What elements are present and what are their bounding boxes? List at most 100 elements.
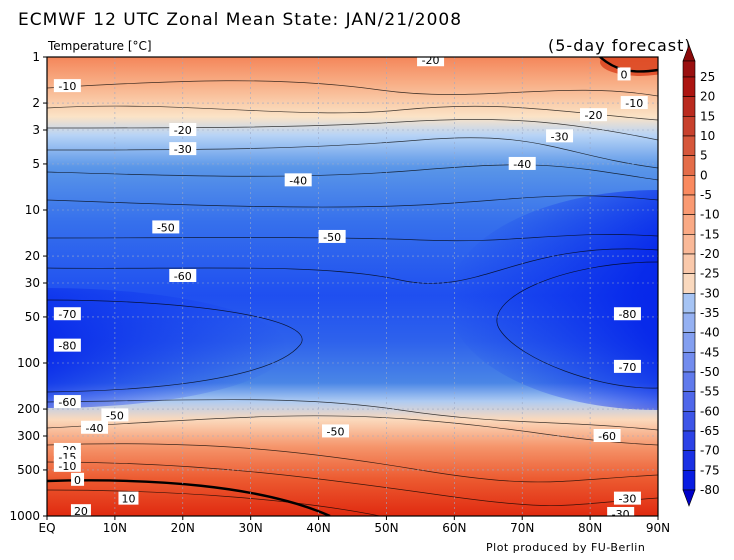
contour-label: 20 [74, 505, 88, 518]
contour-label-bg [53, 395, 81, 409]
contour-label: -40 [513, 158, 531, 171]
colorbar-cell [682, 194, 696, 215]
colorbar-cell [682, 116, 696, 137]
contour-label-bg [169, 142, 197, 156]
colorbar-label: -75 [700, 463, 720, 477]
colorbar-label: 0 [700, 168, 708, 182]
colorbar-top-cell [682, 60, 696, 78]
contour-label-bg [318, 229, 346, 243]
plot-field: -10-200-10-20-30-20-30-40-40-50-50-60-70… [47, 57, 658, 518]
contour-label: -10 [58, 80, 76, 93]
x-tick-label: 10N [103, 521, 127, 535]
colorbar-label: -70 [700, 444, 720, 458]
colorbar-label: 25 [700, 70, 715, 84]
colorbar-cell [682, 411, 696, 432]
colorbar: 25 20 15 10 5 0 -5 -10 -15 -20 -25 -30 -35 -40 -45 -50 -… [682, 44, 720, 507]
contour-label: 0 [74, 474, 81, 487]
contour-label-bg [617, 67, 631, 81]
colorbar-cell [682, 332, 696, 353]
variable-label: Temperature [°C] [47, 39, 152, 53]
colorbar-label: 15 [700, 109, 715, 123]
contour-lines [47, 80, 658, 516]
colorbar-label: -55 [700, 385, 720, 399]
colorbar-cell [682, 293, 696, 314]
contour-label: -50 [157, 221, 175, 234]
colorbar-label: -30 [700, 286, 720, 300]
contour-labels: -10-200-10-20-30-20-30-40-40-50-50-60-70… [53, 57, 648, 518]
y-tick-label: 100 [17, 356, 40, 370]
contour-label: -10 [58, 460, 76, 473]
contour-label: -50 [323, 231, 341, 244]
contour-label-bg [169, 122, 197, 136]
contour-label: -80 [58, 340, 76, 353]
contour-label: -70 [618, 361, 636, 374]
y-tick-label: 200 [17, 402, 40, 416]
y-axis-ticks: 1 2 3 5 10 20 30 50 100 200 300 500 1000 [9, 50, 47, 523]
colorbar-label: -40 [700, 326, 720, 340]
contour-label-bg [613, 359, 641, 373]
colorbar-label: 20 [700, 90, 715, 104]
y-tick-label: 20 [25, 249, 40, 263]
y-tick-label: 2 [32, 96, 40, 110]
contour-label: -70 [58, 308, 76, 321]
y-tick-label: 1 [32, 50, 40, 64]
contour-label-bg [322, 424, 350, 438]
colorbar-cell [682, 214, 696, 235]
contour-label-bg [152, 220, 180, 234]
contour-label: 10 [121, 493, 135, 506]
contour-label: -30 [174, 143, 192, 156]
colorbar-label: -15 [700, 227, 720, 241]
contour-label-bg [417, 57, 445, 67]
contour-label: -20 [174, 124, 192, 137]
colorbar-cell [682, 371, 696, 392]
colorbar-cell [682, 391, 696, 412]
contour-label: -80 [618, 308, 636, 321]
y-tick-label: 300 [17, 429, 40, 443]
contour-label-bg [580, 108, 608, 122]
contour-label-bg [101, 408, 129, 422]
colorbar-label: 5 [700, 149, 708, 163]
credit-text: Plot produced by FU-Berlin [486, 541, 645, 554]
contour-label: -40 [86, 422, 104, 435]
colorbar-cell [682, 312, 696, 333]
contour-label-bg [81, 420, 109, 434]
x-tick-label: 20N [171, 521, 195, 535]
contour-label-bg [71, 472, 85, 486]
contour-label-bg [53, 307, 81, 321]
colorbar-cell [682, 450, 696, 471]
y-tick-label: 30 [25, 276, 40, 290]
x-tick-label: 80N [578, 521, 602, 535]
colorbar-cell [682, 155, 696, 176]
colorbar-label: -45 [700, 345, 720, 359]
x-axis-ticks: EQ 10N 20N 30N 40N 50N 60N 70N 80N 90N [38, 516, 670, 535]
contour-label-bg [620, 96, 648, 110]
colorbar-label: -80 [700, 483, 720, 497]
contour-label: 0 [621, 68, 628, 81]
colorbar-cell [682, 96, 696, 117]
contour-label-bg [593, 428, 621, 442]
contour-label: -60 [598, 430, 616, 443]
colorbar-label: -20 [700, 247, 720, 261]
contour-label-bg [284, 173, 312, 187]
chart-title: ECMWF 12 UTC Zonal Mean State: JAN/21/20… [18, 10, 462, 30]
plot-frame [46, 56, 659, 517]
x-tick-label: 70N [510, 521, 534, 535]
colorbar-cell [682, 175, 696, 196]
x-tick-label: 60N [442, 521, 466, 535]
y-tick-label: 3 [32, 123, 40, 137]
contour-label-bg [613, 307, 641, 321]
cold-core-tropics [47, 288, 287, 408]
colorbar-label: -25 [700, 267, 720, 281]
colorbar-label: 10 [700, 129, 715, 143]
horizontal-gridlines [47, 102, 658, 471]
colorbar-label: -35 [700, 306, 720, 320]
contour-label: -40 [289, 174, 307, 187]
colorbar-cell [682, 273, 696, 294]
contour-label-bg [546, 129, 574, 143]
y-tick-label: 500 [17, 463, 40, 477]
x-tick-label: EQ [38, 521, 55, 535]
x-tick-label: 40N [306, 521, 330, 535]
contour-label-bg [613, 491, 641, 505]
contour-label: -60 [174, 270, 192, 283]
y-tick-label: 1000 [9, 509, 40, 523]
